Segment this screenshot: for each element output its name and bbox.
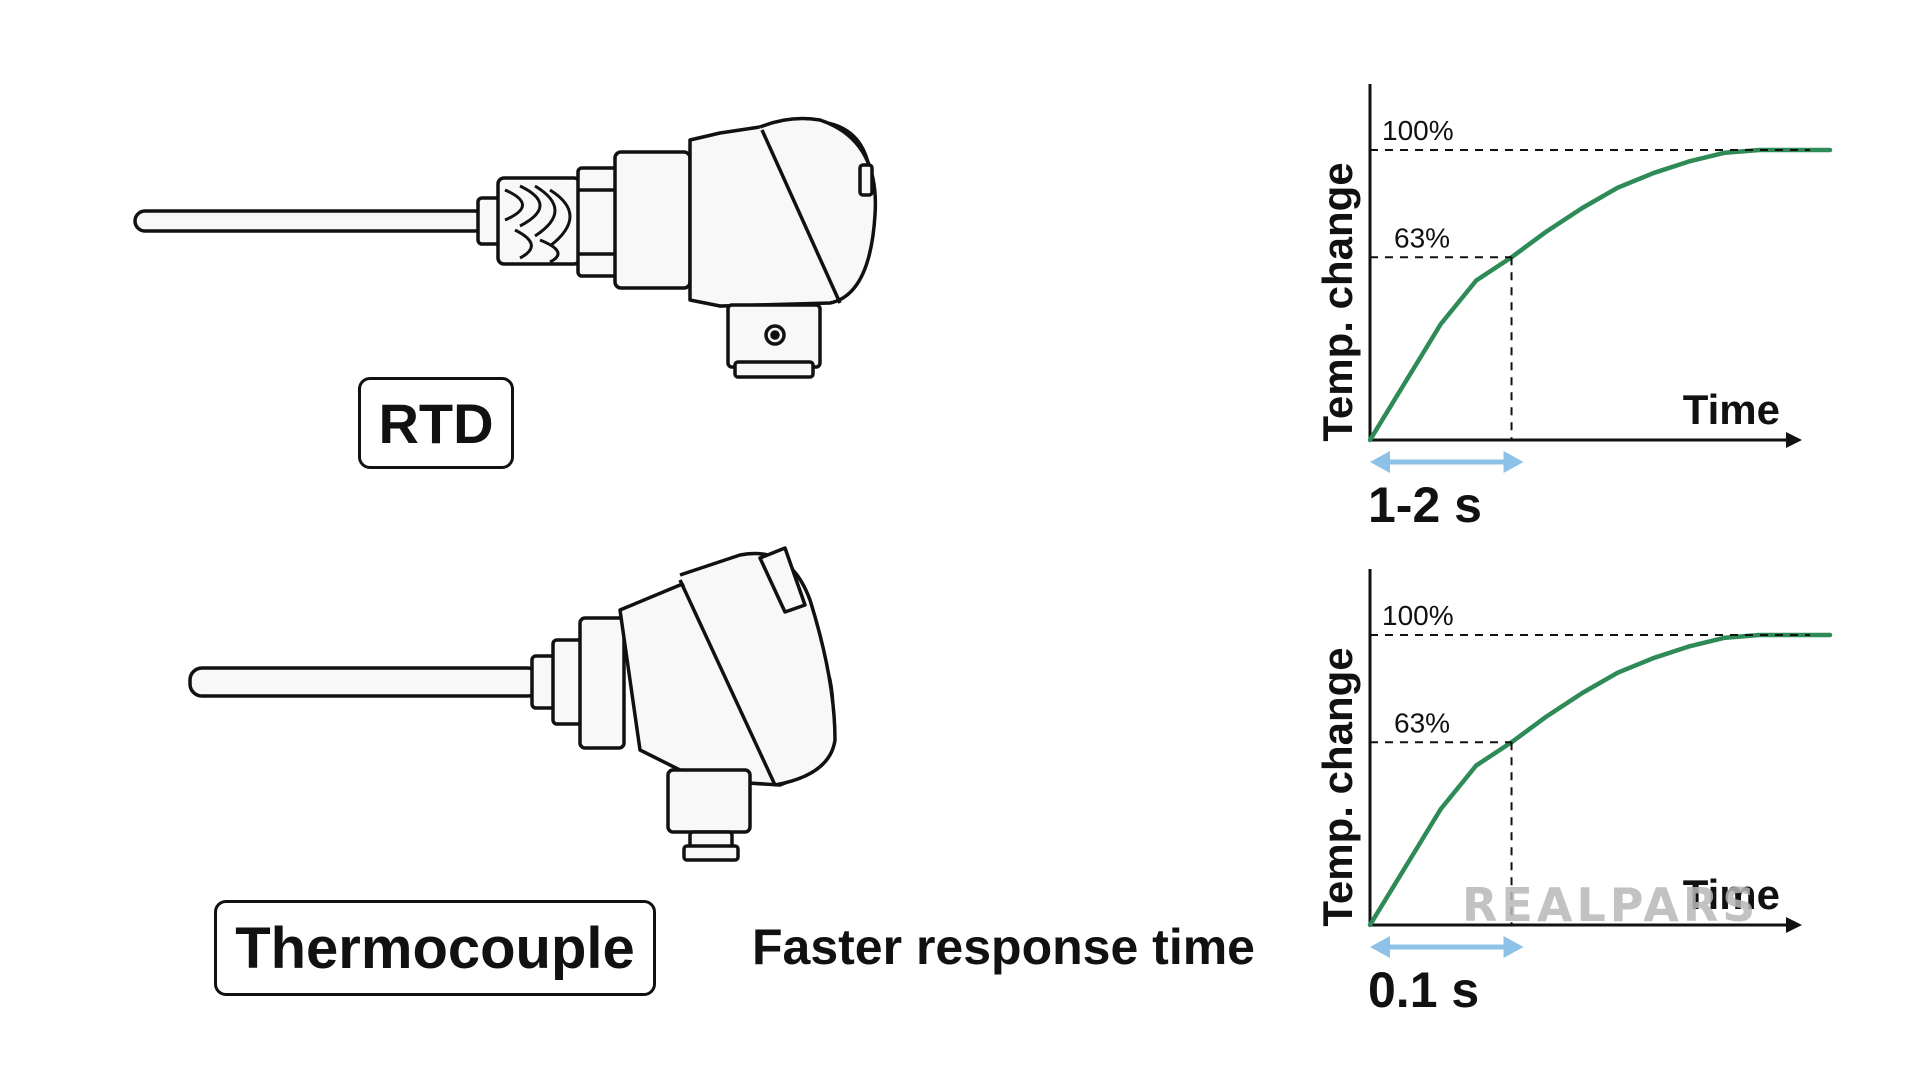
x-axis-label: Time: [1683, 386, 1780, 433]
watermark-logo: REALPARS: [1462, 878, 1760, 932]
reference-label-100: 100%: [1382, 600, 1454, 631]
x-axis-arrowhead-icon: [1786, 432, 1802, 448]
thermocouple-response-chart: 100% 63% Time Temp. change 0.1 s: [1300, 555, 1900, 1025]
rtd-label: RTD: [358, 377, 514, 469]
reference-label-100: 100%: [1382, 115, 1454, 146]
y-axis-label: Temp. change: [1314, 162, 1361, 441]
response-arrow-left-icon: [1370, 936, 1390, 958]
response-arrow-left-icon: [1370, 451, 1390, 473]
response-arrow-right-icon: [1503, 451, 1524, 473]
response-time-label: 1-2 s: [1368, 477, 1482, 533]
rtd-response-chart: 100% 63% Time Temp. change 1-2 s: [1300, 70, 1900, 540]
response-curve: [1367, 632, 1833, 928]
x-axis-label: Time: [1683, 871, 1780, 918]
reference-label-63: 63%: [1394, 707, 1450, 738]
response-arrow-right-icon: [1503, 936, 1524, 958]
response-curve: [1367, 147, 1833, 443]
reference-label-63: 63%: [1394, 222, 1450, 253]
x-axis-arrowhead-icon: [1786, 917, 1802, 933]
thermocouple-label: Thermocouple: [214, 900, 656, 996]
faster-response-caption: Faster response time: [752, 919, 1255, 975]
response-time-label: 0.1 s: [1368, 962, 1479, 1018]
y-axis-label: Temp. change: [1314, 647, 1361, 926]
